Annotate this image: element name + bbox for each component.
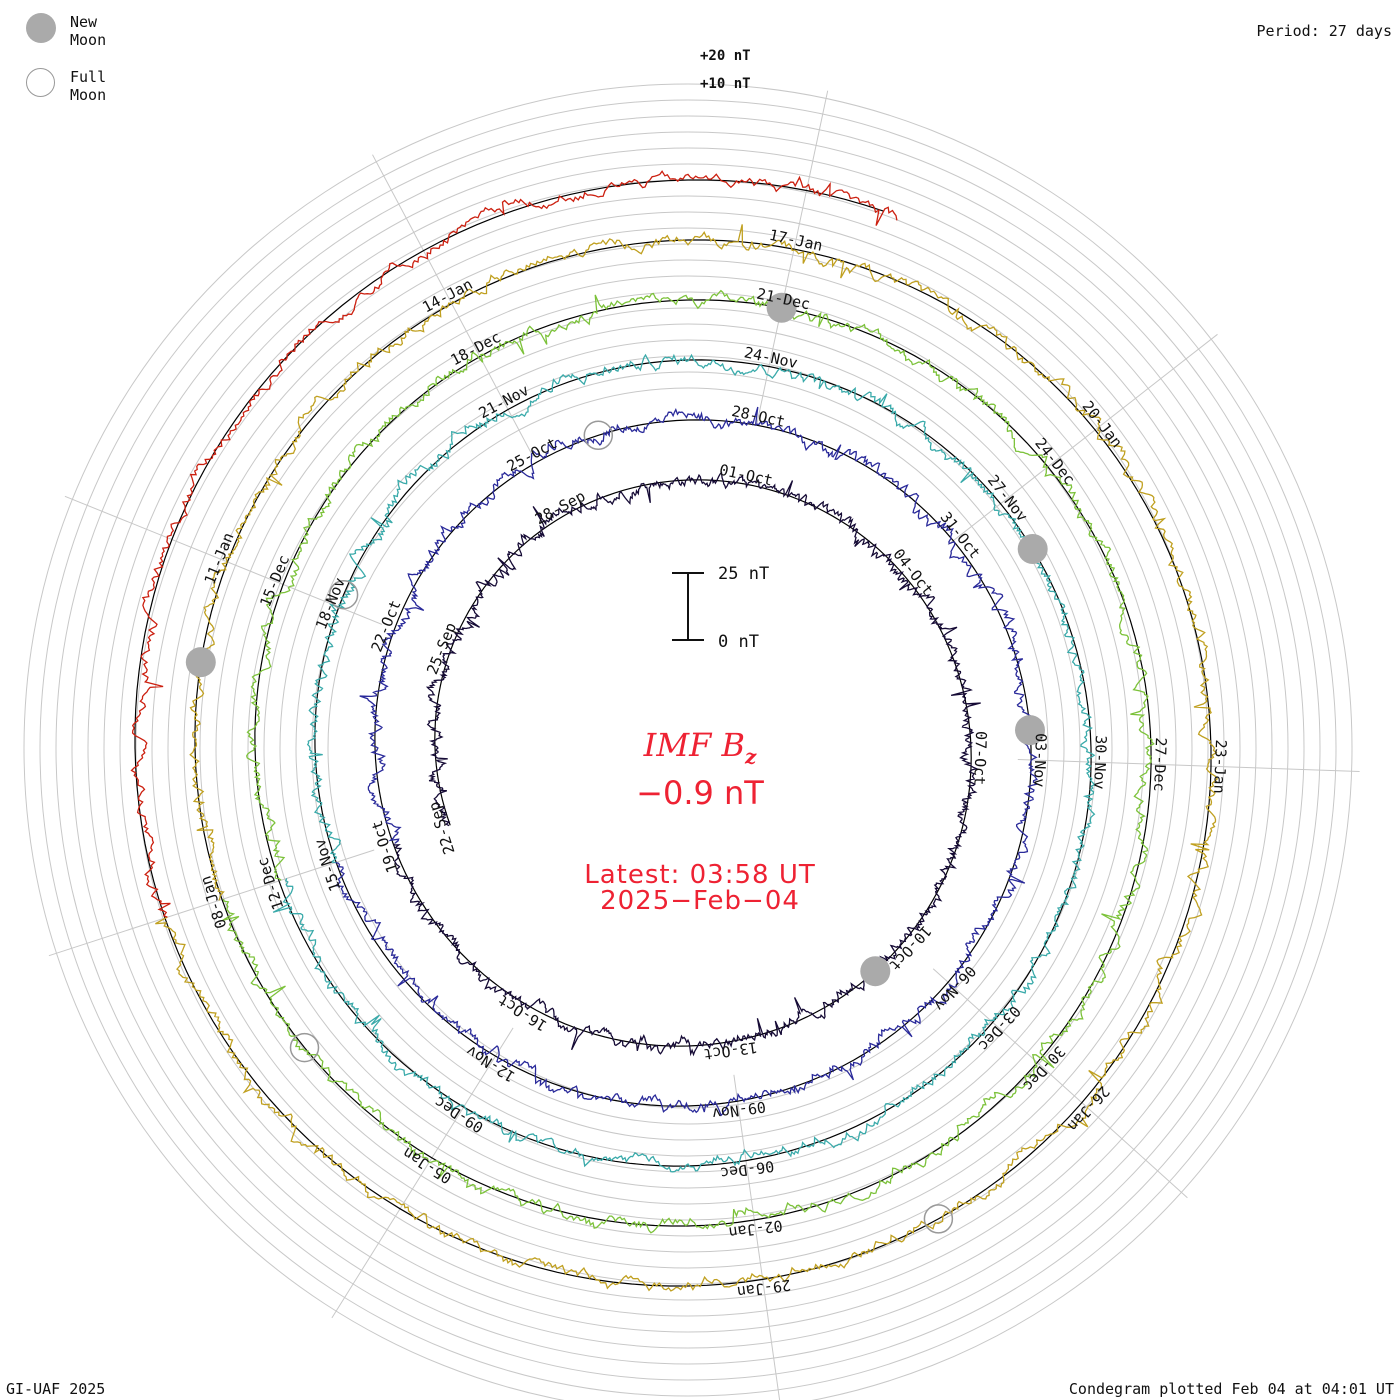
new-moon-icon xyxy=(26,13,56,43)
grid-ring xyxy=(167,227,1209,1269)
date-spoke xyxy=(372,154,534,457)
rotation-baselines xyxy=(134,179,1212,1287)
imf-value: −0.9 nT xyxy=(636,774,764,812)
baseline-3 xyxy=(278,359,1092,1167)
date-label: 27-Nov xyxy=(984,471,1032,525)
grid-ring xyxy=(199,259,1177,1237)
grid-ring xyxy=(103,163,1273,1333)
new-moon-marker xyxy=(185,647,216,678)
full-moon-marker xyxy=(583,420,614,451)
date-label: 06-Nov xyxy=(930,962,980,1014)
date-label: 03-Nov xyxy=(1030,733,1050,788)
date-label: 31-Oct xyxy=(937,508,985,562)
date-spoke xyxy=(932,968,1188,1199)
date-spoke xyxy=(48,849,375,957)
date-label: 25-Sep xyxy=(423,620,460,677)
latest-date: 2025−Feb−04 xyxy=(600,886,800,916)
grid-ring xyxy=(279,339,1097,1157)
full-moon-marker xyxy=(289,1032,320,1063)
bz-traces xyxy=(130,170,1219,1292)
new-moon-marker xyxy=(860,956,891,987)
date-spoke xyxy=(1017,759,1360,772)
date-spoke xyxy=(947,333,1218,546)
scale-bottom-label: 0 nT xyxy=(718,632,759,652)
date-spoke xyxy=(733,1074,781,1400)
trace-rotation-3 xyxy=(272,353,1096,1173)
latest-time: Latest: 03:58 UT xyxy=(584,860,816,890)
trace-rotation-5 xyxy=(155,224,1219,1292)
date-label: 09-Nov xyxy=(711,1097,767,1122)
date-label: 24-Dec xyxy=(1031,434,1079,488)
grid-ring xyxy=(311,371,1065,1125)
new-moon-marker xyxy=(1017,534,1048,564)
scale-top-label: 25 nT xyxy=(718,564,770,584)
date-label: 05-Jan xyxy=(399,1144,454,1188)
date-label: 24-Nov xyxy=(743,343,800,372)
full-moon-marker xyxy=(328,579,359,610)
date-label: 06-Dec xyxy=(719,1157,775,1182)
date-spokes xyxy=(48,90,1360,1400)
grid-ring xyxy=(71,131,1305,1365)
date-label: 12-Dec xyxy=(254,855,288,912)
date-label: 28-Oct xyxy=(730,402,787,431)
new-moon-marker xyxy=(766,292,797,323)
grid-rings xyxy=(23,83,1353,1400)
date-spoke xyxy=(64,495,383,625)
new-moon-label: New Moon xyxy=(70,13,107,49)
scale-bar xyxy=(672,572,704,641)
moon-markers xyxy=(185,292,1048,1234)
trace-rotation-6 xyxy=(130,170,898,918)
date-label: 07-Oct xyxy=(970,731,990,786)
footer-plot-time: Condegram plotted Feb 04 at 04:01 UT xyxy=(1068,1380,1394,1398)
date-label: 30-Nov xyxy=(1090,735,1110,790)
period-label: Period: 27 days xyxy=(1256,22,1392,40)
grid-ring xyxy=(247,307,1129,1189)
date-label: 27-Dec xyxy=(1150,737,1170,792)
date-label: 20-Jan xyxy=(1078,397,1126,451)
date-spoke xyxy=(331,1027,514,1319)
baseline-4 xyxy=(221,299,1152,1227)
full-moon-marker xyxy=(923,1204,954,1234)
grid-ring xyxy=(55,115,1321,1381)
imf-title-subscript: z xyxy=(744,744,757,769)
grid-ring xyxy=(135,195,1241,1301)
grid-ring xyxy=(87,147,1289,1349)
plus20-label: +20 nT xyxy=(700,48,751,64)
baseline-1 xyxy=(392,479,972,1047)
imf-title: IMF Bz xyxy=(500,726,900,768)
date-label: 11-Jan xyxy=(201,530,238,587)
grid-ring xyxy=(23,83,1353,1400)
date-label: 03-Dec xyxy=(975,1002,1025,1054)
date-label: 02-Jan xyxy=(728,1216,784,1241)
grid-ring xyxy=(263,323,1113,1173)
date-spoke xyxy=(756,90,829,426)
plus10-label: +10 nT xyxy=(700,76,751,92)
trace-rotation-2 xyxy=(334,406,1039,1117)
imf-title-text: IMF B xyxy=(643,726,745,764)
date-label: 22-Sep xyxy=(425,799,459,856)
baseline-6 xyxy=(134,179,884,919)
date-label: 23-Jan xyxy=(1210,739,1230,794)
footer-credit: GI-UAF 2025 xyxy=(6,1380,106,1398)
new-moon-marker xyxy=(1015,715,1045,746)
full-moon-label: Full Moon xyxy=(70,68,107,104)
baseline-2 xyxy=(335,419,1032,1107)
grid-ring xyxy=(231,291,1145,1205)
trace-rotation-1 xyxy=(393,471,981,1057)
date-label: 13-Oct xyxy=(702,1038,758,1063)
grid-ring xyxy=(295,355,1081,1141)
full-moon-icon xyxy=(26,68,55,97)
grid-ring xyxy=(215,275,1161,1221)
grid-ring xyxy=(39,99,1337,1397)
date-label: 15-Dec xyxy=(256,553,293,610)
trace-rotation-4 xyxy=(222,289,1155,1234)
